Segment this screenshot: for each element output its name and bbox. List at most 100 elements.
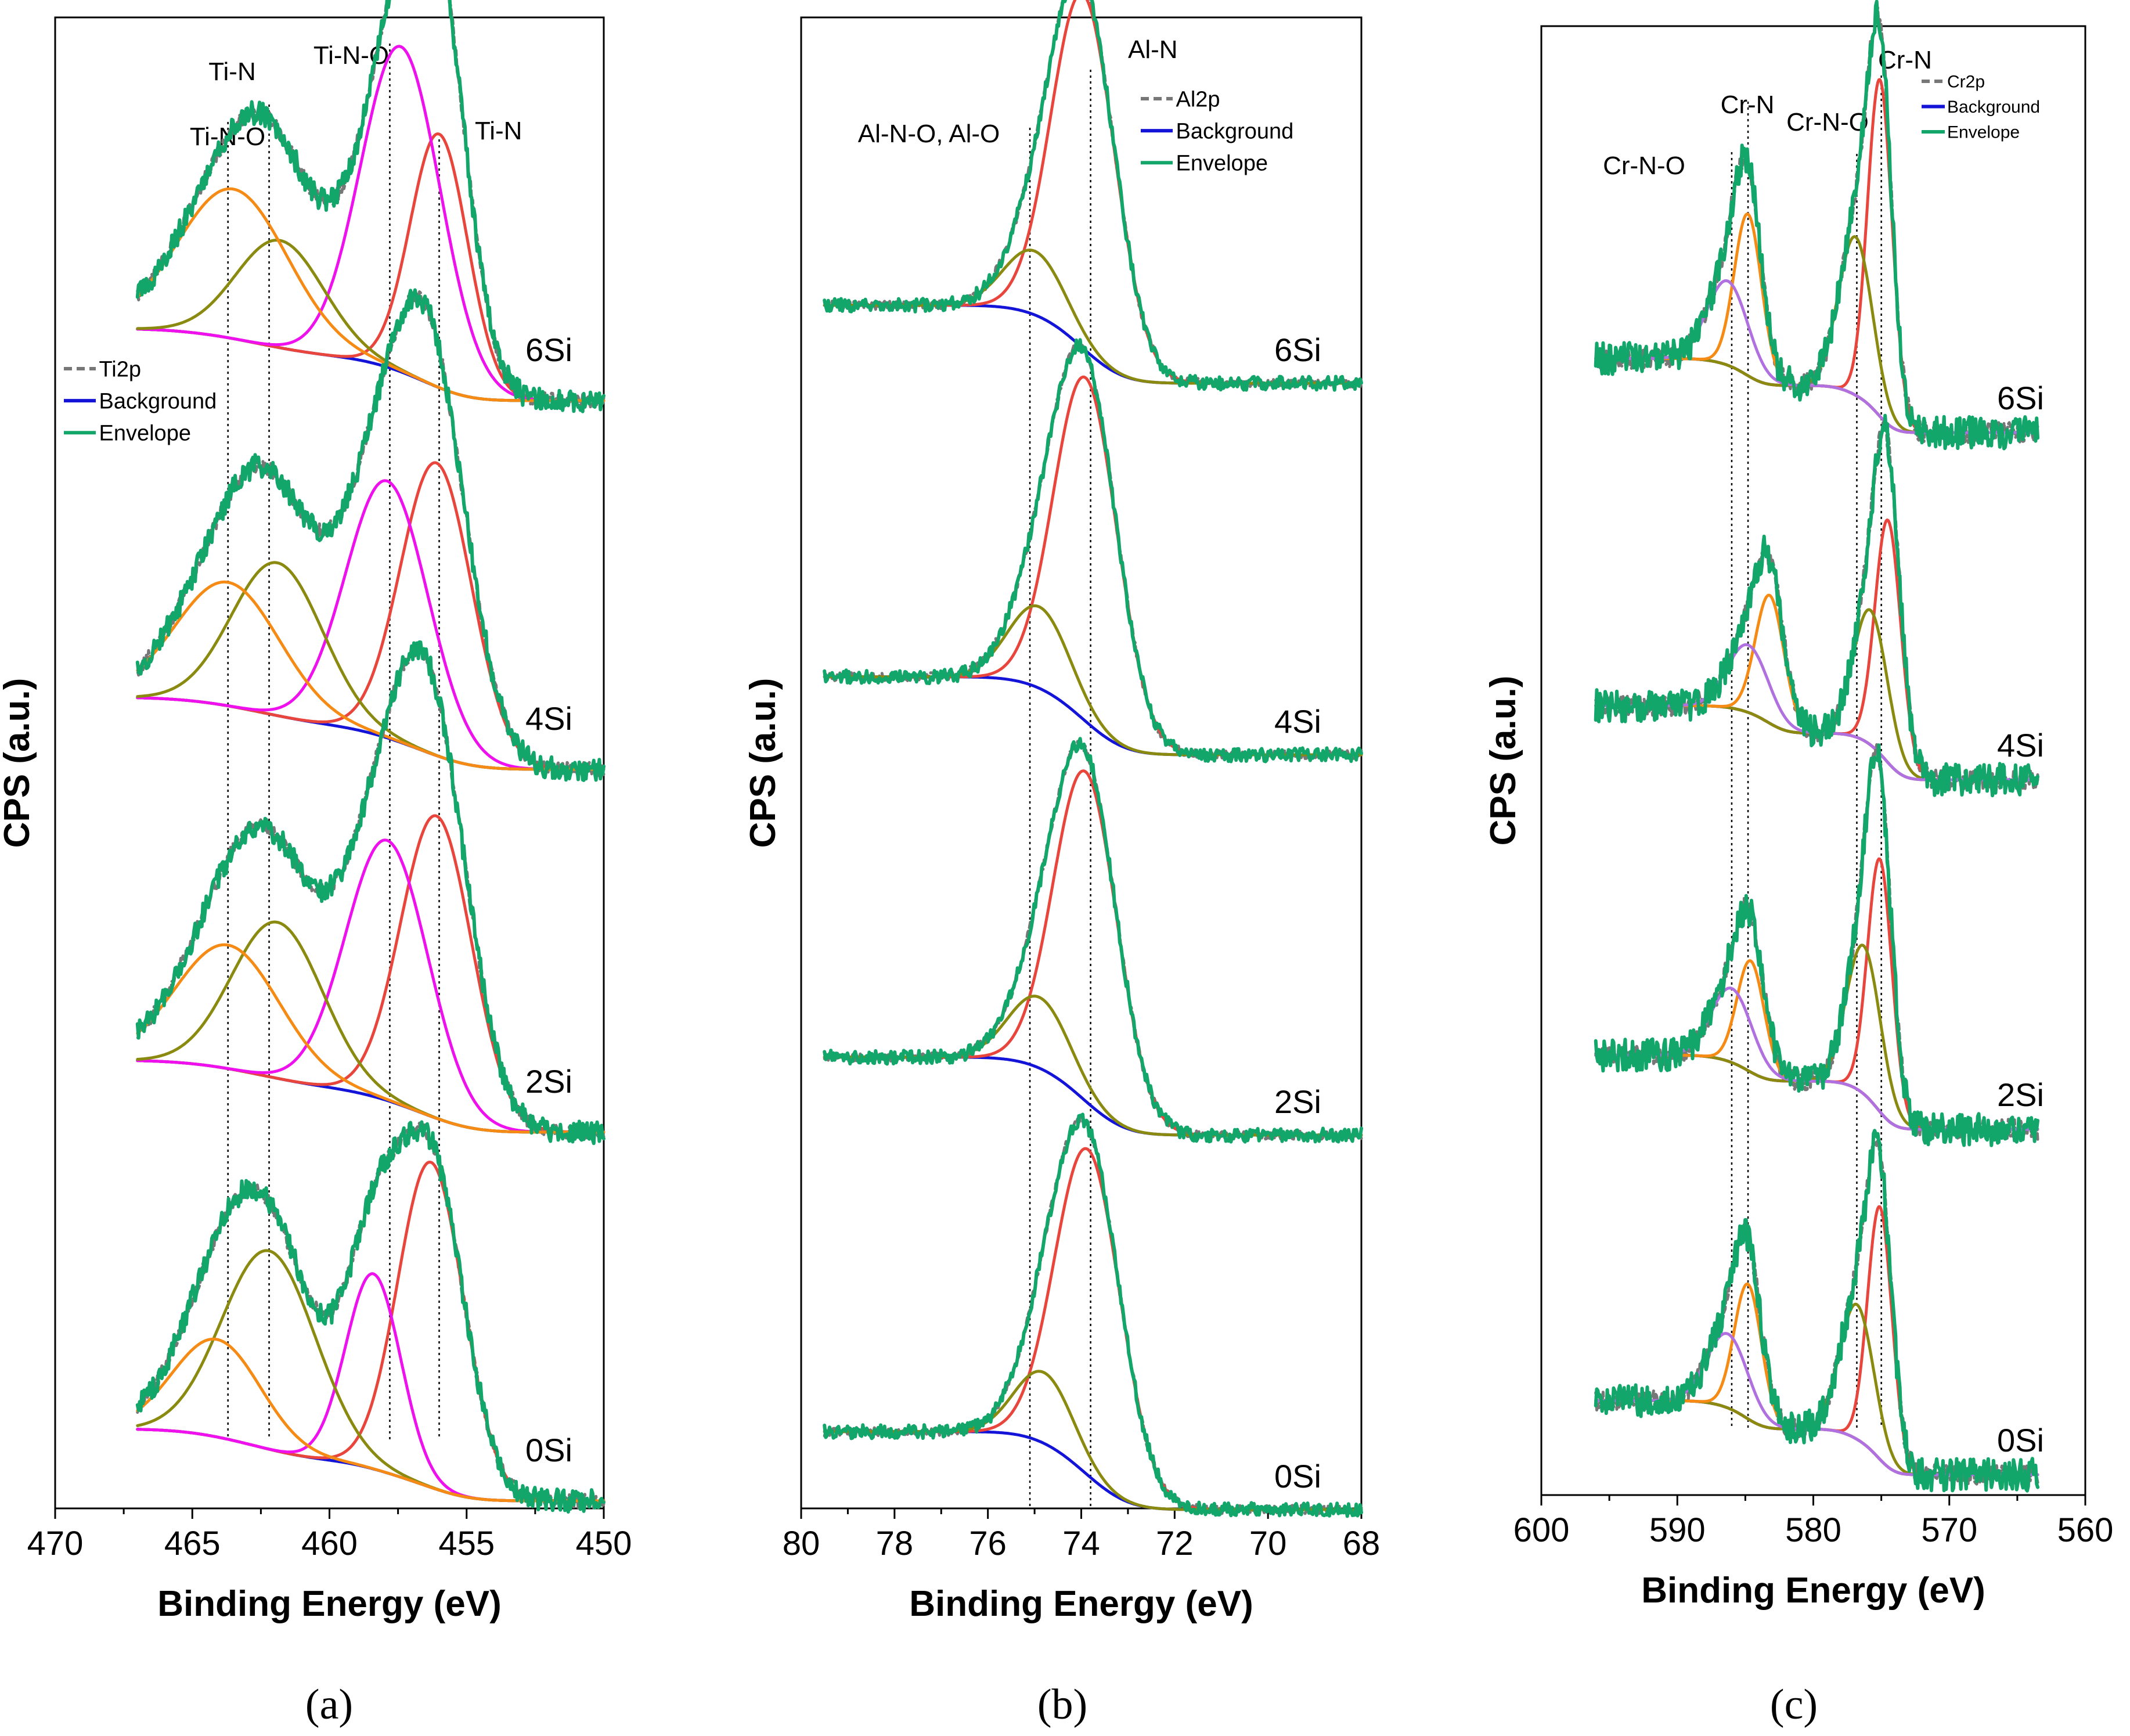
envelope-line	[823, 737, 1363, 1144]
panel-caption: (c)	[1770, 1681, 1818, 1728]
component-peak	[1594, 608, 2039, 781]
peak-annotation: Ti-N	[208, 57, 255, 86]
component-peak	[1594, 235, 2039, 434]
panel-a-ti2p: 470 465 460 455 450 Binding Energy (eV) CPS (a…	[0, 0, 632, 1728]
envelope-line	[135, 0, 606, 413]
panel-caption: (b)	[1037, 1681, 1087, 1728]
x-tick-label: 80	[783, 1525, 820, 1562]
y-axis-title: CPS (a.u.)	[0, 678, 37, 848]
x-tick-label: 450	[576, 1525, 632, 1562]
raw-data-line	[823, 1116, 1363, 1515]
peak-annotation: Cr-N	[1721, 91, 1775, 119]
spectrum-2Si: 2Si	[135, 640, 606, 1146]
component-peak	[823, 1147, 1363, 1511]
x-tick-label: 72	[1156, 1525, 1194, 1562]
x-tick-label: 78	[876, 1525, 914, 1562]
envelope-line	[823, 338, 1363, 763]
component-peak	[1594, 593, 2039, 781]
component-peak	[136, 45, 606, 402]
sample-label: 4Si	[1997, 727, 2044, 763]
panel-b-al2p: 80 78 76 74 72 70 68 Binding Energy (eV) CPS (a.…	[743, 0, 1380, 1728]
legend-label: Envelope	[99, 422, 191, 446]
legend: Cr2p Background Envelope	[1922, 73, 2040, 142]
envelope-line	[135, 640, 606, 1146]
x-tick-label: 455	[438, 1525, 495, 1562]
peak-annotation: Cr-N-O	[1786, 108, 1869, 136]
component-peak	[136, 1337, 606, 1503]
x-tick-label: 460	[301, 1525, 358, 1562]
spectrum-2Si: 2Si	[823, 737, 1363, 1144]
sample-label: 0Si	[525, 1432, 572, 1468]
peak-annotation: Cr-N	[1878, 46, 1932, 74]
y-axis-title: CPS (a.u.)	[1483, 676, 1523, 846]
component-peak	[136, 239, 606, 402]
sample-label: 6Si	[1997, 380, 2044, 416]
x-tick-label: 74	[1062, 1525, 1100, 1562]
component-peak	[1594, 943, 2039, 1131]
x-tick-label: 600	[1513, 1511, 1570, 1549]
legend: Ti2p Background Envelope	[64, 357, 217, 446]
spectrum-4Si: 4Si	[1594, 413, 2044, 798]
spectrum-4Si: 4Si	[135, 288, 606, 782]
x-tick-label: 68	[1343, 1525, 1381, 1562]
spectrum-4Si: 4Si	[823, 338, 1363, 763]
x-axis-title: Binding Energy (eV)	[909, 1584, 1253, 1624]
x-tick-label: 560	[2057, 1511, 2114, 1549]
legend-label: Background	[1947, 98, 2040, 117]
component-peak	[136, 561, 606, 771]
spectrum-6Si: 6Si	[823, 0, 1363, 392]
component-peak	[1594, 959, 2039, 1131]
legend-label: Cr2p	[1947, 73, 1985, 92]
raw-data-line	[823, 740, 1363, 1141]
component-peak	[136, 920, 606, 1134]
spectrum-0Si: 0Si	[1594, 1129, 2044, 1493]
peak-annotation: Al-N-O, Al-O	[858, 120, 1000, 148]
component-peak	[1594, 1302, 2039, 1476]
peak-annotation: Al-N	[1128, 35, 1178, 64]
sample-label: 2Si	[1274, 1083, 1321, 1120]
x-tick-label: 465	[164, 1525, 221, 1562]
sample-label: 6Si	[1274, 332, 1321, 368]
legend-label: Background	[1176, 119, 1294, 143]
sample-label: 4Si	[1274, 703, 1321, 740]
plot-frame	[54, 16, 605, 1510]
envelope-line	[823, 0, 1363, 392]
peak-annotation: Cr-N-O	[1603, 152, 1685, 180]
legend-label: Background	[99, 389, 217, 413]
component-peak	[823, 769, 1363, 1137]
sample-label: 4Si	[525, 700, 572, 737]
envelope-line	[1594, 1129, 2039, 1493]
envelope-line	[1594, 413, 2039, 798]
x-tick-label: 590	[1649, 1511, 1706, 1549]
sample-label: 0Si	[1997, 1422, 2044, 1458]
plot-frame	[800, 16, 1363, 1510]
envelope-line	[135, 1120, 606, 1514]
spectrum-0Si: 0Si	[135, 1120, 606, 1514]
sample-label: 2Si	[525, 1063, 572, 1100]
legend-label: Al2p	[1176, 87, 1220, 111]
legend-label: Envelope	[1176, 152, 1268, 176]
raw-data-line	[823, 341, 1363, 761]
envelope-line	[823, 1112, 1363, 1518]
sample-label: 6Si	[525, 332, 572, 368]
x-tick-label: 470	[27, 1525, 84, 1562]
component-peak	[1594, 1282, 2039, 1476]
x-axis-title: Binding Energy (eV)	[157, 1584, 501, 1624]
x-tick-label: 70	[1249, 1525, 1287, 1562]
spectrum-2Si: 2Si	[1594, 743, 2044, 1147]
envelope-line	[135, 288, 606, 782]
component-peak	[136, 580, 606, 771]
component-peak	[136, 943, 606, 1134]
legend-label: Envelope	[1947, 123, 2020, 142]
component-peak	[1594, 212, 2039, 434]
legend-label: Ti2p	[99, 357, 142, 381]
sample-label: 0Si	[1274, 1458, 1321, 1494]
component-peak	[823, 375, 1363, 757]
y-axis-title: CPS (a.u.)	[743, 678, 783, 848]
envelope-line	[1594, 0, 2039, 451]
component-peak	[136, 187, 606, 402]
raw-data-line	[823, 0, 1363, 389]
legend: Al2p Background Envelope	[1141, 87, 1294, 176]
spectrum-0Si: 0Si	[823, 1112, 1363, 1518]
